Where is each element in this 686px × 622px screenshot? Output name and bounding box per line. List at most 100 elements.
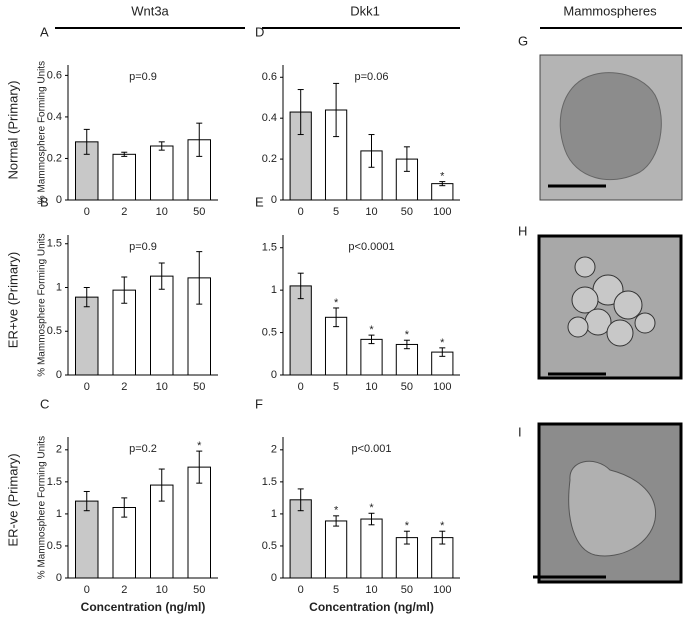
y-tick-label: 1.5: [262, 242, 277, 254]
y-tick-label: 0.6: [262, 71, 277, 83]
mammosphere: [568, 460, 656, 557]
bar: [75, 296, 99, 376]
bar: [75, 500, 99, 579]
p-value: p=0.2: [129, 443, 157, 455]
x-tick-label: 10: [365, 381, 377, 393]
y-tick-label: 0.2: [262, 153, 277, 165]
x-tick-label: 50: [401, 206, 413, 218]
y-tick-label: 1: [271, 508, 277, 520]
y-tick-label: 0.6: [47, 69, 62, 81]
column-title: Dkk1: [350, 3, 380, 18]
x-tick-label: 5: [333, 206, 339, 218]
y-tick-label: 2: [271, 444, 277, 456]
bar: [187, 466, 211, 579]
x-tick-label: 10: [156, 584, 168, 596]
panel-letter: G: [518, 33, 528, 48]
significance-mark: *: [334, 297, 339, 309]
x-axis-title: Concentration (ng/ml): [309, 600, 434, 614]
x-tick-label: 0: [298, 584, 304, 596]
bar: [112, 153, 136, 201]
x-tick-label: 0: [84, 584, 90, 596]
y-tick-label: 0.5: [262, 540, 277, 552]
significance-mark: *: [440, 337, 445, 349]
bar: [289, 499, 312, 579]
y-tick-label: 0.5: [47, 325, 62, 337]
y-tick-label: 1: [271, 284, 277, 296]
y-axis-title: % Mammosphere Forming Units: [37, 436, 48, 579]
panel-letter: C: [40, 396, 49, 411]
y-tick-label: 0: [56, 572, 62, 584]
bar: [112, 507, 136, 579]
x-tick-label: 10: [156, 206, 168, 218]
x-tick-label: 10: [365, 584, 377, 596]
x-axis-title: Concentration (ng/ml): [81, 600, 206, 614]
y-tick-label: 1: [56, 281, 62, 293]
y-tick-label: 0.4: [262, 112, 277, 124]
panel-letter: B: [40, 194, 49, 209]
x-tick-label: 10: [365, 206, 377, 218]
bar: [360, 518, 383, 579]
panel-letter: H: [518, 223, 527, 238]
y-tick-label: 0.4: [47, 111, 62, 123]
bar: [150, 145, 174, 201]
p-value: p<0.0001: [348, 241, 394, 253]
significance-mark: *: [405, 520, 410, 532]
panel-letter: D: [255, 24, 264, 39]
cells: [567, 256, 656, 347]
significance-mark: *: [440, 170, 445, 182]
x-tick-label: 100: [433, 381, 451, 393]
bar: [150, 275, 174, 376]
y-tick-label: 0: [271, 572, 277, 584]
significance-mark: *: [197, 440, 202, 452]
y-tick-label: 0.2: [47, 152, 62, 164]
x-tick-label: 2: [121, 206, 127, 218]
x-tick-label: 50: [193, 381, 205, 393]
panel-letter: I: [518, 424, 522, 439]
p-value: p=0.9: [129, 241, 157, 253]
x-tick-label: 100: [433, 206, 451, 218]
micrograph: [537, 234, 683, 380]
significance-mark: *: [405, 329, 410, 341]
significance-mark: *: [369, 324, 374, 336]
y-tick-label: 2: [56, 444, 62, 456]
y-tick-label: 0: [271, 369, 277, 381]
x-tick-label: 50: [401, 381, 413, 393]
p-value: p<0.001: [351, 443, 391, 455]
panel-letter: E: [255, 194, 264, 209]
bar: [289, 285, 312, 376]
row-title: ER-ve (Primary): [5, 453, 20, 546]
column-title: Mammospheres: [563, 3, 657, 18]
y-tick-label: 0: [56, 194, 62, 206]
significance-mark: *: [369, 502, 374, 514]
significance-mark: *: [334, 505, 339, 517]
x-tick-label: 5: [333, 584, 339, 596]
y-tick-label: 0: [56, 369, 62, 381]
x-tick-label: 100: [433, 584, 451, 596]
bar: [360, 338, 383, 376]
row-title: ER+ve (Primary): [5, 252, 20, 348]
column-title: Wnt3a: [131, 3, 169, 18]
x-tick-label: 5: [333, 381, 339, 393]
p-value: p=0.9: [129, 71, 157, 83]
x-tick-label: 0: [84, 381, 90, 393]
y-tick-label: 1.5: [47, 238, 62, 250]
x-tick-label: 0: [298, 381, 304, 393]
panel-letter: F: [255, 396, 263, 411]
bar: [324, 520, 348, 579]
y-tick-label: 1.5: [262, 476, 277, 488]
x-tick-label: 2: [121, 381, 127, 393]
y-tick-label: 1.5: [47, 476, 62, 488]
y-tick-label: 0.5: [262, 326, 277, 338]
x-tick-label: 50: [193, 584, 205, 596]
y-axis-title: % Mammosphere Forming Units: [37, 233, 48, 376]
y-tick-label: 0.5: [47, 540, 62, 552]
x-tick-label: 50: [401, 584, 413, 596]
x-tick-label: 0: [84, 206, 90, 218]
x-tick-label: 50: [193, 206, 205, 218]
mammosphere: [559, 72, 662, 181]
y-tick-label: 1: [56, 508, 62, 520]
y-tick-label: 0: [271, 194, 277, 206]
x-tick-label: 10: [156, 381, 168, 393]
x-tick-label: 2: [121, 584, 127, 596]
